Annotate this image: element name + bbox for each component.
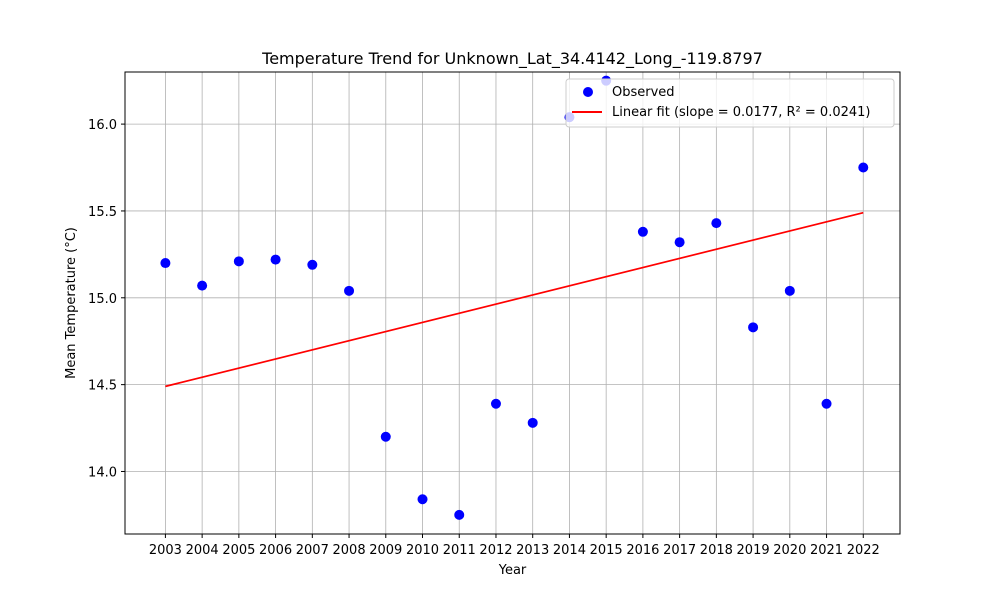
x-tick-label: 2015	[590, 543, 623, 558]
data-point	[344, 285, 355, 296]
x-tick-label: 2007	[296, 543, 329, 558]
data-point	[160, 258, 171, 269]
x-tick-label: 2017	[663, 543, 696, 558]
y-tick-label: 14.5	[88, 379, 117, 394]
x-tick-label: 2018	[700, 543, 733, 558]
y-tick-label: 14.0	[88, 465, 117, 480]
chart-title: Temperature Trend for Unknown_Lat_34.414…	[261, 49, 763, 69]
data-point	[674, 237, 685, 248]
x-tick-label: 2020	[773, 543, 806, 558]
y-tick-label: 16.0	[88, 118, 117, 133]
data-point	[637, 226, 648, 237]
x-tick-label: 2022	[847, 543, 880, 558]
data-point	[784, 285, 795, 296]
data-point	[380, 431, 391, 442]
y-tick-label: 15.0	[88, 292, 117, 307]
data-point	[821, 398, 832, 409]
x-tick-label: 2003	[149, 543, 182, 558]
plot-frame	[124, 71, 901, 535]
data-point	[454, 509, 465, 520]
data-point	[417, 494, 428, 505]
x-tick-label: 2010	[406, 543, 439, 558]
data-point	[748, 322, 759, 333]
legend-label-fit: Linear fit (slope = 0.0177, R² = 0.0241)	[612, 105, 870, 120]
x-tick-label: 2012	[479, 543, 512, 558]
x-tick-label: 2005	[222, 543, 255, 558]
y-tick-label: 15.5	[88, 205, 117, 220]
x-tick-label: 2004	[186, 543, 219, 558]
y-axis-label: Mean Temperature (°C)	[64, 227, 79, 379]
x-tick-label: 2016	[626, 543, 659, 558]
x-tick-label: 2011	[443, 543, 476, 558]
data-point	[490, 398, 501, 409]
data-point	[858, 162, 869, 173]
legend: Observed Linear fit (slope = 0.0177, R² …	[565, 78, 895, 128]
x-tick-label: 2021	[810, 543, 843, 558]
x-tick-label: 2013	[516, 543, 549, 558]
x-tick-label: 2008	[333, 543, 366, 558]
data-point	[527, 417, 538, 428]
x-tick-label: 2009	[369, 543, 402, 558]
data-point	[711, 218, 722, 229]
ticks: 2003 2004 2005 2006 2007 2008 2009 2010 2011 2012…	[88, 118, 880, 558]
x-axis-label: Year	[498, 563, 527, 578]
data-point	[270, 254, 281, 265]
x-tick-label: 2014	[553, 543, 586, 558]
legend-marker-observed	[583, 87, 593, 97]
legend-box	[565, 78, 895, 128]
fit-line	[165, 211, 864, 388]
legend-label-observed: Observed	[612, 85, 675, 100]
data-point	[197, 280, 208, 291]
grid	[125, 72, 900, 534]
data-point	[233, 256, 244, 267]
x-tick-label: 2006	[259, 543, 292, 558]
data-point	[307, 259, 318, 270]
x-tick-label: 2019	[737, 543, 770, 558]
